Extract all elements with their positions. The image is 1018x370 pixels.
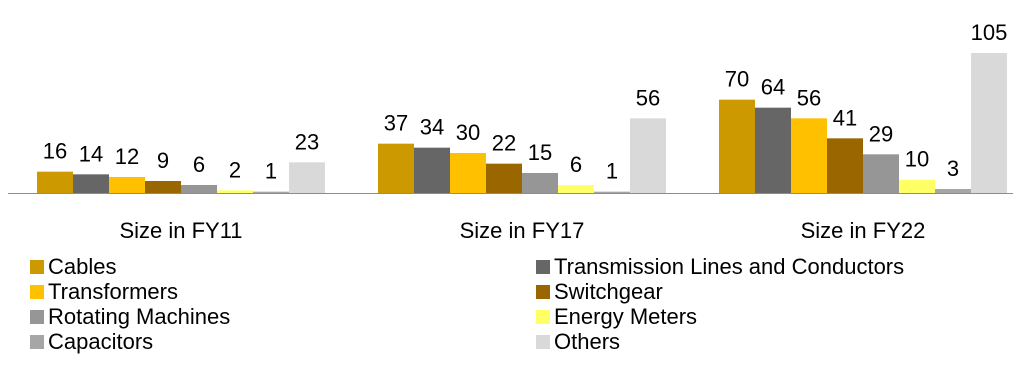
legend-item: Cables: [30, 256, 116, 278]
legend-item: Transmission Lines and Conductors: [536, 256, 904, 278]
bar: [145, 181, 181, 193]
data-label: 9: [157, 148, 169, 173]
bar: [755, 107, 791, 193]
legend-item: Energy Meters: [536, 306, 697, 328]
data-label: 56: [636, 85, 660, 110]
bar: [73, 174, 109, 193]
legend-swatch: [30, 260, 44, 274]
bar: [217, 190, 253, 193]
bar: [971, 53, 1007, 193]
legend-swatch: [536, 335, 550, 349]
bar: [37, 171, 73, 193]
bar: [378, 143, 414, 193]
data-label: 15: [528, 140, 552, 165]
legend-label: Energy Meters: [554, 304, 698, 329]
bar: [935, 189, 971, 193]
bar: [719, 99, 755, 193]
bar: [594, 191, 630, 193]
data-label: 56: [797, 85, 821, 110]
data-label: 6: [193, 152, 205, 177]
legend-swatch: [536, 285, 550, 299]
data-label: 105: [971, 20, 1008, 45]
data-label: 1: [606, 159, 618, 184]
data-label: 10: [905, 147, 929, 172]
data-label: 41: [833, 105, 857, 130]
legend-label: Capacitors: [48, 329, 154, 354]
data-label: 37: [384, 111, 408, 136]
bar: [109, 177, 145, 193]
data-label: 12: [115, 144, 139, 169]
data-label: 2: [229, 157, 241, 182]
bar: [181, 185, 217, 193]
bar: [558, 185, 594, 193]
bar: [289, 162, 325, 193]
legend-label: Rotating Machines: [48, 304, 231, 329]
category-label: Size in FY22: [801, 218, 926, 243]
data-label: 30: [456, 120, 480, 145]
data-label: 16: [43, 139, 67, 164]
legend-swatch: [30, 310, 44, 324]
bar: [863, 154, 899, 193]
legend-swatch: [30, 335, 44, 349]
bar: [827, 138, 863, 193]
bar: [791, 118, 827, 193]
bar: [414, 147, 450, 193]
legend-item: Others: [536, 331, 620, 353]
legend-item: Rotating Machines: [30, 306, 230, 328]
data-label: 29: [869, 121, 893, 146]
legend-label: Others: [554, 329, 621, 354]
data-label: 34: [420, 115, 444, 140]
bar: [486, 163, 522, 193]
data-label: 1: [265, 159, 277, 184]
category-label: Size in FY11: [119, 218, 242, 243]
legend-item: Switchgear: [536, 281, 663, 303]
data-label: 70: [725, 67, 749, 92]
bar: [630, 118, 666, 193]
legend-label: Transformers: [48, 279, 178, 304]
legend-item: Capacitors: [30, 331, 153, 353]
data-label: 14: [79, 141, 103, 166]
bar: [899, 179, 935, 193]
legend-swatch: [536, 310, 550, 324]
legend-swatch: [30, 285, 44, 299]
data-label: 6: [570, 152, 582, 177]
bar: [450, 153, 486, 193]
legend-label: Cables: [48, 254, 117, 279]
category-label: Size in FY17: [460, 218, 585, 243]
data-label: 23: [295, 129, 319, 154]
data-label: 64: [761, 75, 785, 100]
data-label: 3: [947, 156, 959, 181]
legend-label: Switchgear: [554, 279, 663, 304]
legend-item: Transformers: [30, 281, 178, 303]
bar: [253, 191, 289, 193]
data-label: 22: [492, 131, 516, 156]
bar: [522, 173, 558, 193]
legend-label: Transmission Lines and Conductors: [554, 254, 905, 279]
legend-swatch: [536, 260, 550, 274]
